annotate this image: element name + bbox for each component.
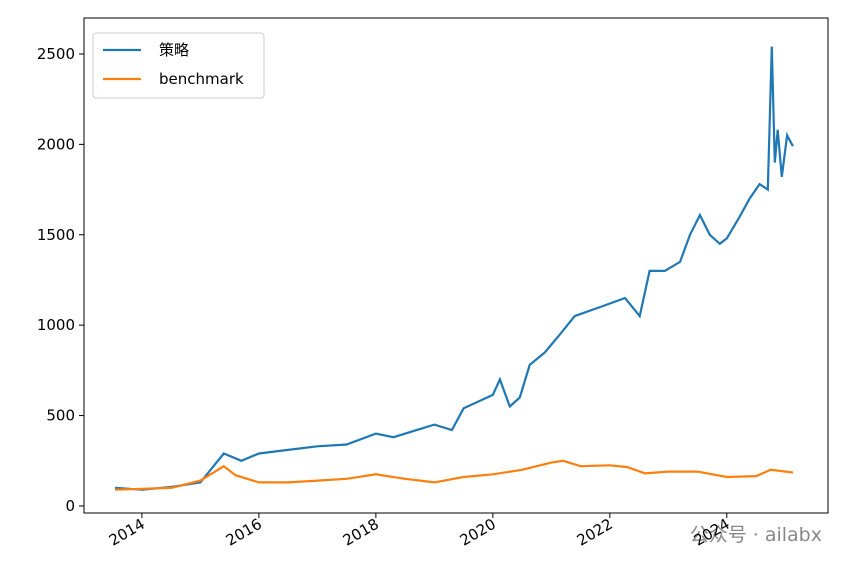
- y-tick-label: 0: [65, 497, 75, 515]
- y-tick-label: 2000: [37, 135, 75, 153]
- y-tick-label: 2500: [37, 45, 75, 63]
- y-tick-label: 1500: [37, 226, 75, 244]
- watermark: 公众号 · ailabx: [690, 524, 822, 546]
- legend-label: 策略: [159, 41, 189, 59]
- legend-label: benchmark: [159, 70, 244, 88]
- series-line: [114, 459, 794, 491]
- y-tick-label: 1000: [37, 316, 75, 334]
- plot-frame: [83, 17, 829, 514]
- y-tick-label: 500: [46, 407, 75, 425]
- legend: 策略 benchmark: [92, 32, 265, 99]
- series-line: [114, 46, 794, 491]
